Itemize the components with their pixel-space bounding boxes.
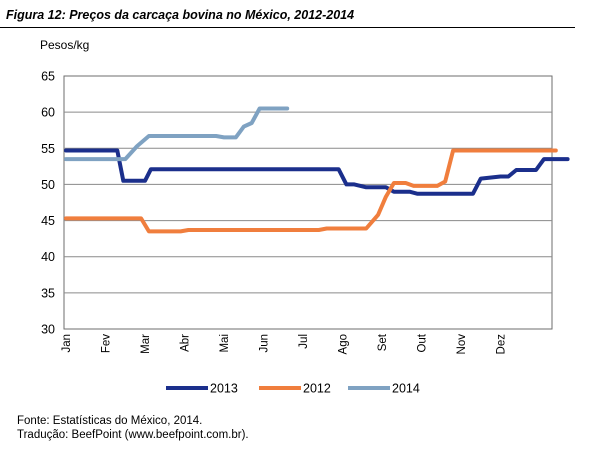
plot-area-border	[63, 75, 553, 330]
x-tick-label: Jan	[61, 334, 73, 353]
y-tick-label: 30	[41, 323, 55, 337]
y-tick-label: 55	[41, 142, 55, 156]
y-axis-unit-label: Pesos/kg	[40, 38, 90, 52]
x-tick-label: Set	[377, 333, 389, 351]
y-tick-label: 65	[41, 70, 55, 84]
legend-item-2014: 2014	[348, 382, 420, 396]
x-tick-label: Jul	[298, 334, 310, 349]
source-note: Fonte: Estatísticas do México, 2014.	[17, 415, 203, 427]
y-tick-label: 40	[41, 250, 55, 264]
translation-note: Tradução: BeefPoint (www.beefpoint.com.b…	[17, 429, 249, 441]
legend-label: 2014	[392, 382, 420, 396]
x-tick-label: Out	[417, 333, 429, 352]
x-tick-label: Fev	[101, 334, 113, 353]
legend-label: 2013	[210, 382, 238, 396]
x-tick-label: Mai	[219, 334, 231, 353]
series-line-2012	[64, 148, 558, 234]
legend-label: 2012	[303, 382, 331, 396]
figure-title: Figura 12: Preços da carcaça bovina no M…	[6, 8, 355, 22]
x-tick-label: Mar	[140, 334, 152, 354]
x-tick-label: Nov	[456, 334, 468, 355]
x-tick-label: Abr	[180, 334, 192, 352]
legend-item-2012: 2012	[259, 382, 331, 396]
title-divider	[0, 27, 575, 28]
series-line-2014	[64, 106, 290, 162]
x-tick-label: Dez	[496, 334, 508, 355]
y-tick-label: 45	[41, 214, 55, 228]
y-tick-label: 50	[41, 178, 55, 192]
x-tick-label: Jun	[259, 334, 271, 353]
figure-footer: Fonte: Estatísticas do México, 2014. Tra…	[17, 414, 249, 442]
y-tick-label: 60	[41, 106, 55, 120]
x-tick-label: Ago	[338, 334, 350, 354]
y-tick-label: 35	[41, 286, 55, 300]
legend-item-2013: 2013	[166, 382, 238, 396]
